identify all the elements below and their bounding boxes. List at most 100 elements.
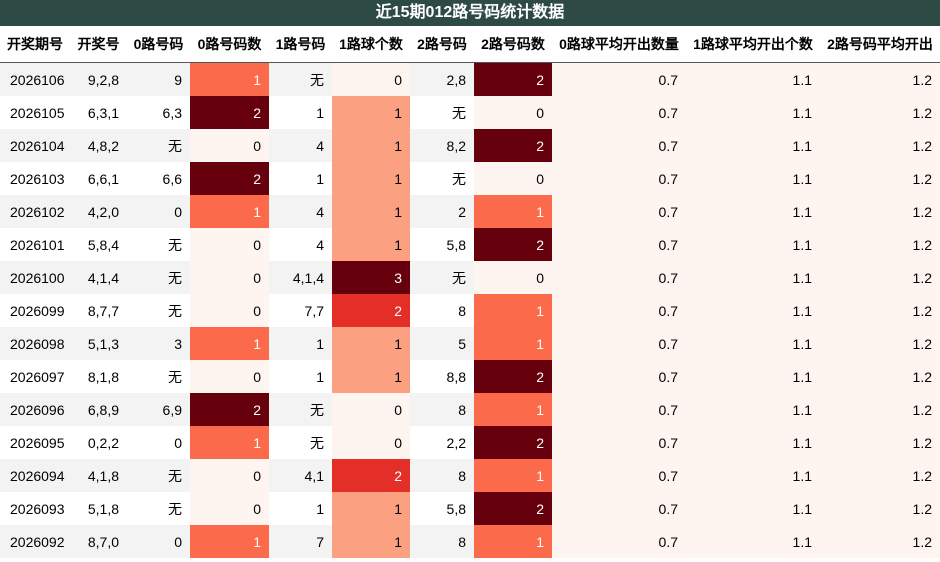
table-cell: 8,7,0 <box>70 525 127 558</box>
table-cell: 1 <box>474 195 552 228</box>
table-cell: 1.2 <box>820 195 940 228</box>
table-cell: 2026101 <box>10 236 65 253</box>
column-header: 2路号码 <box>410 26 474 63</box>
table-cell: 0.7 <box>552 492 686 525</box>
table-cell: 2 <box>190 393 269 426</box>
table-cell: 0 <box>474 96 552 129</box>
table-row: 2026106 9,2,8 9 1 无 0 2,8 2 0.7 1.1 1.2 <box>0 62 940 96</box>
table-row: 2026102 4,2,0 0 1 4 1 2 1 0.7 1.1 1.2 <box>0 195 940 228</box>
table-cell: 1 <box>332 360 410 393</box>
table-cell: 1.2 <box>820 62 940 96</box>
table-cell: 5,1,8 <box>87 500 119 517</box>
table-cell: 1.2 <box>820 525 940 558</box>
table-cell: 1 <box>316 170 324 187</box>
table-cell: 1.2 <box>820 360 940 393</box>
column-header: 1路球个数 <box>332 26 410 63</box>
table-cell: 1 <box>474 525 552 558</box>
table-cell: 4 <box>269 195 332 228</box>
table-cell: 无 <box>127 261 190 294</box>
table-cell: 1 <box>190 62 269 96</box>
table-cell: 4 <box>269 129 332 162</box>
table-cell: 2,2 <box>446 434 466 451</box>
table-cell: 0 <box>127 195 190 228</box>
table-cell: 无 <box>168 500 182 517</box>
table-cell: 无 <box>452 170 466 187</box>
table-cell: 无 <box>168 236 182 253</box>
table-cell: 2026094 <box>0 459 70 492</box>
table-cell: 0 <box>190 129 269 162</box>
table-cell: 7,7 <box>304 302 324 319</box>
column-header: 0路号码 <box>127 26 190 63</box>
table-cell: 1 <box>474 393 552 426</box>
table-cell: 0,2,2 <box>87 434 119 451</box>
table-cell: 0 <box>190 459 269 492</box>
table-cell: 1.2 <box>820 228 940 261</box>
table-cell: 1.1 <box>686 96 820 129</box>
table-cell: 4,1,8 <box>70 459 127 492</box>
table-row: 2026104 4,8,2 无 0 4 1 8,2 2 0.7 1.1 1.2 <box>0 129 940 162</box>
table-cell: 0 <box>190 294 269 327</box>
table-cell: 1.2 <box>820 393 940 426</box>
table-cell: 0.7 <box>552 62 686 96</box>
table-cell: 1 <box>316 368 324 385</box>
column-header: 0路号码数 <box>190 26 269 63</box>
table-cell: 4,1,4 <box>269 261 332 294</box>
table-cell: 2026097 <box>10 368 65 385</box>
table-title: 近15期012路号码统计数据 <box>0 0 940 26</box>
table-cell: 6,6,1 <box>87 170 119 187</box>
table-cell: 2026093 <box>10 500 65 517</box>
table-cell: 0 <box>174 434 182 451</box>
table-cell: 0.7 <box>552 129 686 162</box>
table-row: 2026105 6,3,1 6,3 2 1 1 无 0 0.7 1.1 1.2 <box>0 96 940 129</box>
table-cell: 0 <box>474 162 552 195</box>
table-cell: 0.7 <box>552 195 686 228</box>
table-cell: 8 <box>410 525 474 558</box>
table-cell: 1.2 <box>820 459 940 492</box>
table-row: 2026096 6,8,9 6,9 2 无 0 8 1 0.7 1.1 1.2 <box>0 393 940 426</box>
table-cell: 2 <box>474 426 552 459</box>
table-cell: 7 <box>269 525 332 558</box>
table-cell: 无 <box>269 62 332 96</box>
table-row: 2026103 6,6,1 6,6 2 1 1 无 0 0.7 1.1 1.2 <box>0 162 940 195</box>
table-cell: 2026098 <box>0 327 70 360</box>
table-cell: 1 <box>332 228 410 261</box>
table-cell: 4,2,0 <box>70 195 127 228</box>
table-cell: 2 <box>474 62 552 96</box>
table-cell: 0.7 <box>552 459 686 492</box>
table-cell: 无 <box>127 459 190 492</box>
table-cell: 5,8 <box>446 500 466 517</box>
table-cell: 5,8 <box>446 236 466 253</box>
table-row: 2026098 5,1,3 3 1 1 1 5 1 0.7 1.1 1.2 <box>0 327 940 360</box>
table-body: 2026106 9,2,8 9 1 无 0 2,8 2 0.7 1.1 1.2 2026105 6,3,… <box>0 62 940 558</box>
table-cell: 2 <box>474 492 552 525</box>
table-cell: 1 <box>474 294 552 327</box>
table-cell: 2 <box>474 129 552 162</box>
table-cell: 1 <box>332 492 410 525</box>
table-cell: 4 <box>316 236 324 253</box>
table-cell: 1.1 <box>686 393 820 426</box>
table-cell: 1.2 <box>820 261 940 294</box>
table-cell: 2026100 <box>0 261 70 294</box>
table-cell: 2 <box>332 459 410 492</box>
table-cell: 1.2 <box>820 426 940 459</box>
table-cell: 1 <box>316 500 324 517</box>
table-cell: 1.1 <box>686 459 820 492</box>
table-cell: 8 <box>410 393 474 426</box>
table-row: 2026092 8,7,0 0 1 7 1 8 1 0.7 1.1 1.2 <box>0 525 940 558</box>
table-cell: 1.1 <box>686 360 820 393</box>
table-cell: 0.7 <box>552 426 686 459</box>
table-cell: 2 <box>190 96 269 129</box>
table-cell: 2026095 <box>10 434 65 451</box>
table-cell: 0.7 <box>552 525 686 558</box>
table-cell: 3 <box>127 327 190 360</box>
table-cell: 2026106 <box>0 62 70 96</box>
table-cell: 1 <box>190 327 269 360</box>
table-cell: 2 <box>474 360 552 393</box>
column-header: 1路球平均开出个数 <box>686 26 820 63</box>
table-cell: 无 <box>410 261 474 294</box>
table-row: 2026100 4,1,4 无 0 4,1,4 3 无 0 0.7 1.1 1.2 <box>0 261 940 294</box>
table-cell: 4,1 <box>269 459 332 492</box>
table-cell: 无 <box>269 393 332 426</box>
table-cell: 6,6 <box>162 170 182 187</box>
